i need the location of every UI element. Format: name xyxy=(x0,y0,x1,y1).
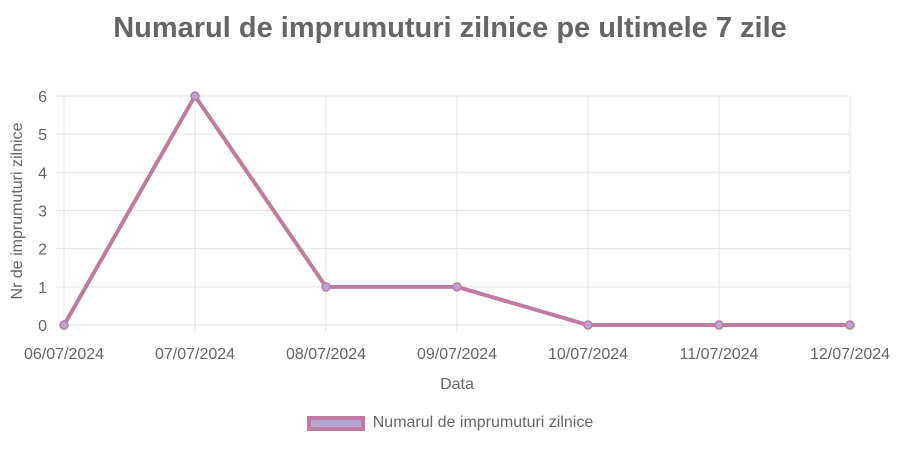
x-tick-label: 12/07/2024 xyxy=(810,346,890,363)
x-tick-label: 06/07/2024 xyxy=(24,346,104,363)
y-tick-label: 0 xyxy=(38,318,47,335)
data-point[interactable] xyxy=(59,320,69,330)
y-axis-ticks: 0 1 2 3 4 5 6 xyxy=(38,89,47,335)
y-tick-label: 4 xyxy=(38,165,47,182)
legend-swatch[interactable] xyxy=(306,415,365,431)
x-axis-ticks: 06/07/2024 07/07/2024 08/07/2024 09/07/2024… xyxy=(24,346,890,363)
data-point[interactable] xyxy=(190,91,200,101)
data-point[interactable] xyxy=(583,320,593,330)
y-tick-label: 3 xyxy=(38,204,47,221)
x-axis-title: Data xyxy=(440,376,474,393)
x-tick-label: 11/07/2024 xyxy=(680,346,759,363)
y-tick-label: 1 xyxy=(38,280,47,297)
series-layer xyxy=(59,91,855,330)
y-tick-label: 2 xyxy=(38,242,47,259)
y-tick-label: 5 xyxy=(38,127,47,144)
data-point[interactable] xyxy=(714,320,724,330)
legend[interactable]: Numarul de imprumuturi zilnice xyxy=(0,414,900,432)
x-tick-label: 08/07/2024 xyxy=(286,346,366,363)
data-point[interactable] xyxy=(321,282,331,292)
x-tick-label: 07/07/2024 xyxy=(155,346,235,363)
x-tick-label: 10/07/2024 xyxy=(548,346,628,363)
data-point[interactable] xyxy=(845,320,855,330)
data-point[interactable] xyxy=(452,282,462,292)
x-tick-label: 09/07/2024 xyxy=(417,346,497,363)
y-tick-label: 6 xyxy=(38,89,47,106)
legend-label[interactable]: Numarul de imprumuturi zilnice xyxy=(372,414,594,431)
chart-title: Numarul de imprumuturi zilnice pe ultime… xyxy=(113,12,787,44)
y-axis-title: Nr de imprumuturi zilnice xyxy=(9,122,26,299)
